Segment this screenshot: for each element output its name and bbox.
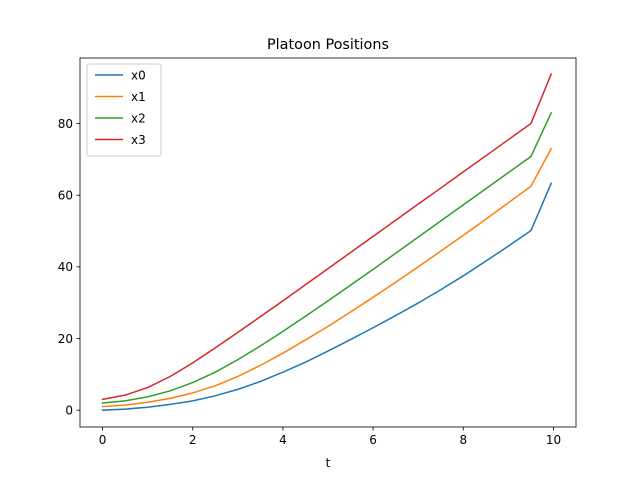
x-tick-label: 10 [546,433,561,447]
x-tick-label: 2 [189,433,197,447]
series-line-x0 [101,182,553,411]
y-tick-label: 60 [58,189,73,203]
x-axis-label: t [326,456,331,470]
y-tick-label: 40 [58,260,73,274]
x-tick-label: 8 [459,433,467,447]
series-line-x3 [101,73,553,401]
legend: x0 x1 x2 x3 [86,63,162,157]
series-line-x1 [101,147,553,408]
series-layer [101,73,553,411]
legend-label-x0: x0 [131,68,146,82]
legend-label-x1: x1 [131,90,146,104]
x-tick-label: 4 [279,433,287,447]
x-tick-label: 0 [99,433,107,447]
series-line-x2 [101,111,553,404]
plot-frame [79,57,577,428]
chart-title: Platoon Positions [267,37,389,53]
legend-label-x2: x2 [131,111,146,125]
x-tick-label: 6 [369,433,377,447]
y-tick-label: 80 [58,117,73,131]
axes-layer: 0 2 4 6 8 10 0 20 40 60 80 [58,57,577,447]
legend-label-x3: x3 [131,133,146,147]
legend-box [86,63,162,157]
y-tick-label: 0 [65,403,73,417]
y-tick-label: 20 [58,332,73,346]
